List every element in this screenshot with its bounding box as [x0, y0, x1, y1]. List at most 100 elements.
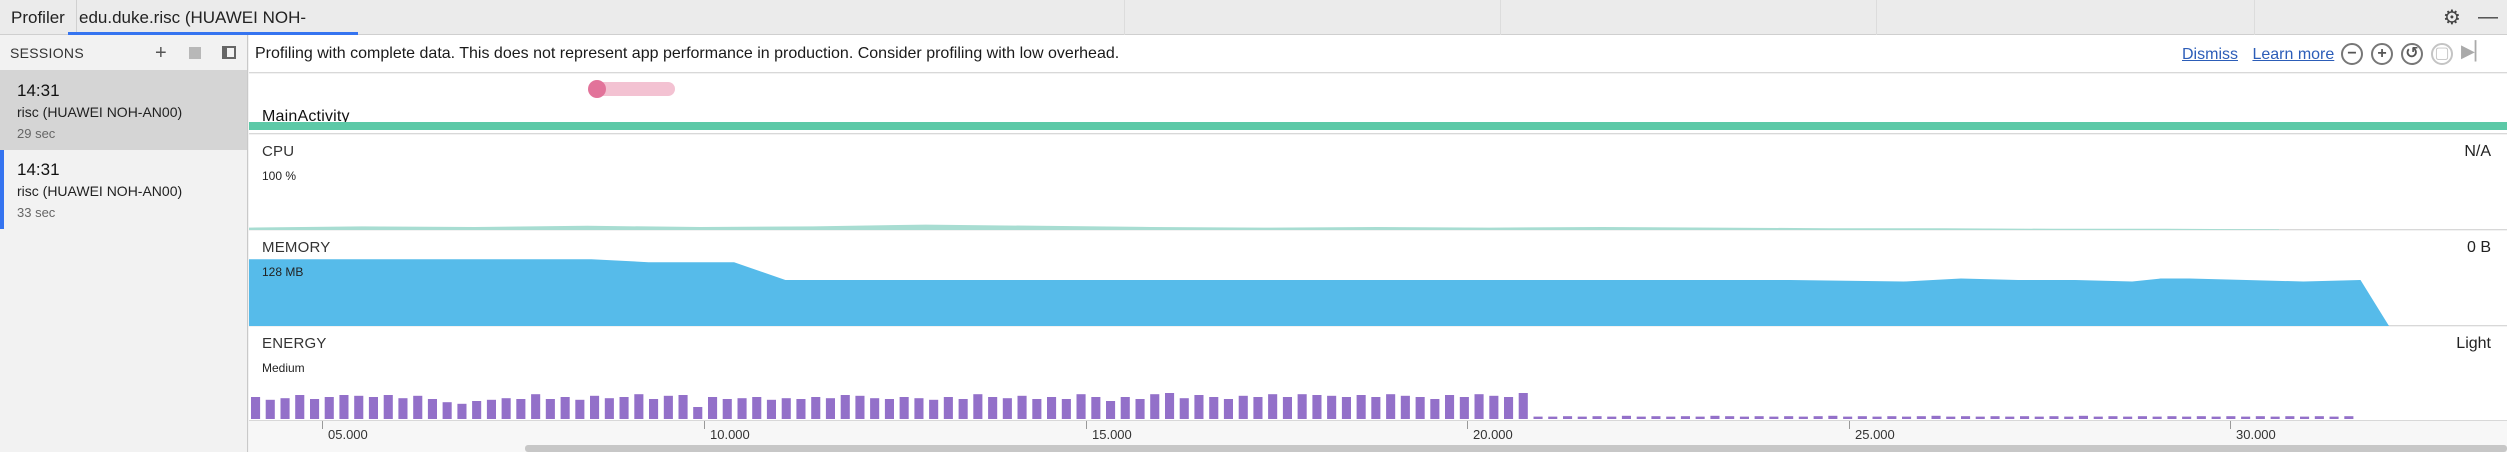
- energy-bar: [1857, 416, 1867, 419]
- energy-bar: [1902, 416, 1912, 419]
- timeline-scrollbar[interactable]: [525, 445, 2507, 452]
- energy-bar: [2034, 416, 2044, 419]
- zoom-to-selection-icon[interactable]: ▢: [2431, 43, 2453, 65]
- energy-bar: [678, 395, 688, 419]
- energy-bar: [1179, 398, 1189, 419]
- sessions-panel: SESSIONS + 14:31 risc (HUAWEI NOH-AN00) …: [0, 35, 248, 452]
- tab-profiler[interactable]: Profiler: [0, 0, 77, 35]
- energy-bar: [310, 399, 320, 419]
- energy-bar: [2123, 416, 2133, 419]
- energy-bar: [1961, 416, 1971, 419]
- reset-zoom-icon[interactable]: ↺: [2401, 43, 2423, 65]
- memory-track[interactable]: MEMORY 128 MB 0 B: [249, 231, 2507, 326]
- energy-bar: [2108, 416, 2118, 419]
- energy-bar: [1725, 416, 1735, 419]
- tab-divider: [1876, 0, 1877, 35]
- energy-bar: [781, 398, 791, 419]
- energy-bar: [1651, 416, 1661, 419]
- energy-bar: [1533, 416, 1543, 419]
- energy-bar: [2344, 416, 2354, 419]
- energy-bar: [988, 397, 998, 419]
- axis-tick-label: 05.000: [328, 427, 368, 442]
- energy-bar: [708, 397, 718, 419]
- energy-bar: [1047, 397, 1057, 419]
- energy-bar: [1592, 416, 1602, 419]
- go-live-icon[interactable]: ▶▏: [2461, 41, 2489, 61]
- sessions-toolbar: +: [151, 35, 239, 71]
- energy-bar: [251, 397, 261, 419]
- energy-bar: [1710, 415, 1720, 419]
- energy-bar: [1872, 416, 1882, 419]
- tab-divider: [1124, 0, 1125, 35]
- energy-bar: [457, 403, 467, 419]
- axis-tick-label: 10.000: [710, 427, 750, 442]
- axis-tick-label: 25.000: [1855, 427, 1895, 442]
- plus-icon[interactable]: +: [155, 41, 167, 64]
- learn-more-link[interactable]: Learn more: [2252, 46, 2335, 63]
- activity-bar[interactable]: [249, 122, 2507, 130]
- energy-bar: [1371, 397, 1381, 419]
- energy-bar: [855, 395, 865, 419]
- cpu-track[interactable]: CPU 100 % N/A: [249, 135, 2507, 230]
- energy-bar: [1415, 397, 1425, 419]
- energy-bar: [1445, 395, 1455, 419]
- window-tools: ⚙ —: [2441, 0, 2499, 35]
- energy-chart: [251, 393, 2354, 419]
- gear-icon[interactable]: ⚙: [2443, 7, 2461, 29]
- energy-bar: [1120, 397, 1130, 419]
- energy-bar: [2314, 416, 2324, 419]
- energy-bar: [1017, 395, 1027, 419]
- cpu-label: CPU: [262, 143, 295, 160]
- axis-tick-mark: [1467, 421, 1468, 429]
- memory-value: 0 B: [2466, 239, 2491, 256]
- energy-bar: [752, 397, 762, 419]
- dismiss-link[interactable]: Dismiss: [2182, 46, 2238, 63]
- energy-track[interactable]: ENERGY Medium Light: [249, 327, 2507, 421]
- energy-bar: [619, 397, 629, 419]
- energy-bar: [383, 395, 393, 419]
- energy-bar: [1150, 394, 1160, 419]
- zoom-in-icon[interactable]: +: [2371, 43, 2393, 65]
- axis-tick-mark: [1849, 421, 1850, 429]
- energy-bar: [295, 395, 305, 419]
- activity-track[interactable]: MainActivity: [249, 74, 2507, 134]
- memory-area: [249, 259, 2389, 326]
- energy-bar: [870, 398, 880, 419]
- energy-bar: [2329, 416, 2339, 419]
- time-axis[interactable]: 05.000 10.000 15.000 20.000 25.000 30.00…: [249, 421, 2507, 452]
- energy-bar: [1474, 394, 1484, 419]
- energy-bar: [1341, 397, 1351, 419]
- energy-bar: [2152, 416, 2162, 419]
- activity-label: MainActivity: [262, 108, 350, 125]
- minimize-icon[interactable]: —: [2478, 6, 2498, 28]
- zoom-out-icon[interactable]: −: [2341, 43, 2363, 65]
- stop-icon[interactable]: [185, 42, 205, 65]
- energy-bar: [929, 399, 939, 419]
- energy-bar: [958, 399, 968, 419]
- energy-bar: [634, 394, 644, 419]
- axis-tick-mark: [704, 421, 705, 429]
- energy-bar: [1518, 393, 1528, 419]
- panel-toggle-icon[interactable]: [219, 42, 239, 65]
- tab-divider: [2254, 0, 2255, 35]
- energy-bar: [1813, 416, 1823, 419]
- energy-bar: [914, 398, 924, 419]
- energy-bar: [811, 397, 821, 419]
- energy-bar: [1946, 416, 1956, 419]
- energy-bar: [1975, 416, 1985, 419]
- session-item[interactable]: 14:31 risc (HUAWEI NOH-AN00) 33 sec: [0, 150, 247, 229]
- energy-bar: [1061, 399, 1071, 419]
- energy-bar: [265, 399, 275, 419]
- energy-bar: [1165, 393, 1175, 419]
- energy-bar: [1754, 416, 1764, 419]
- energy-bar: [1887, 416, 1897, 419]
- session-item[interactable]: 14:31 risc (HUAWEI NOH-AN00) 29 sec: [0, 71, 247, 150]
- tab-session[interactable]: edu.duke.risc (HUAWEI NOH-AN00): [68, 0, 358, 62]
- energy-bar: [413, 395, 423, 419]
- energy-bar: [1769, 416, 1779, 419]
- energy-bar: [1135, 399, 1145, 419]
- interaction-range[interactable]: [589, 82, 675, 96]
- interaction-event-marker[interactable]: [588, 80, 606, 98]
- energy-bar: [590, 395, 600, 419]
- energy-bar: [2167, 416, 2177, 419]
